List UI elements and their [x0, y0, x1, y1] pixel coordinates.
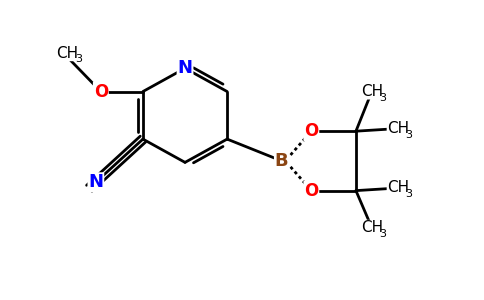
Text: O: O [304, 182, 318, 200]
Text: 3: 3 [75, 54, 82, 64]
Text: CH: CH [57, 46, 79, 61]
Text: B: B [275, 152, 288, 170]
Text: CH: CH [387, 181, 409, 196]
Text: N: N [178, 59, 193, 77]
Text: O: O [94, 82, 108, 100]
Text: 3: 3 [406, 189, 412, 200]
Text: CH: CH [361, 220, 383, 235]
Text: 3: 3 [406, 130, 412, 140]
Text: N: N [89, 173, 104, 191]
Text: 3: 3 [379, 229, 386, 239]
Text: O: O [304, 122, 318, 140]
Text: CH: CH [387, 121, 409, 136]
Text: CH: CH [361, 84, 383, 99]
Text: 3: 3 [379, 93, 386, 103]
